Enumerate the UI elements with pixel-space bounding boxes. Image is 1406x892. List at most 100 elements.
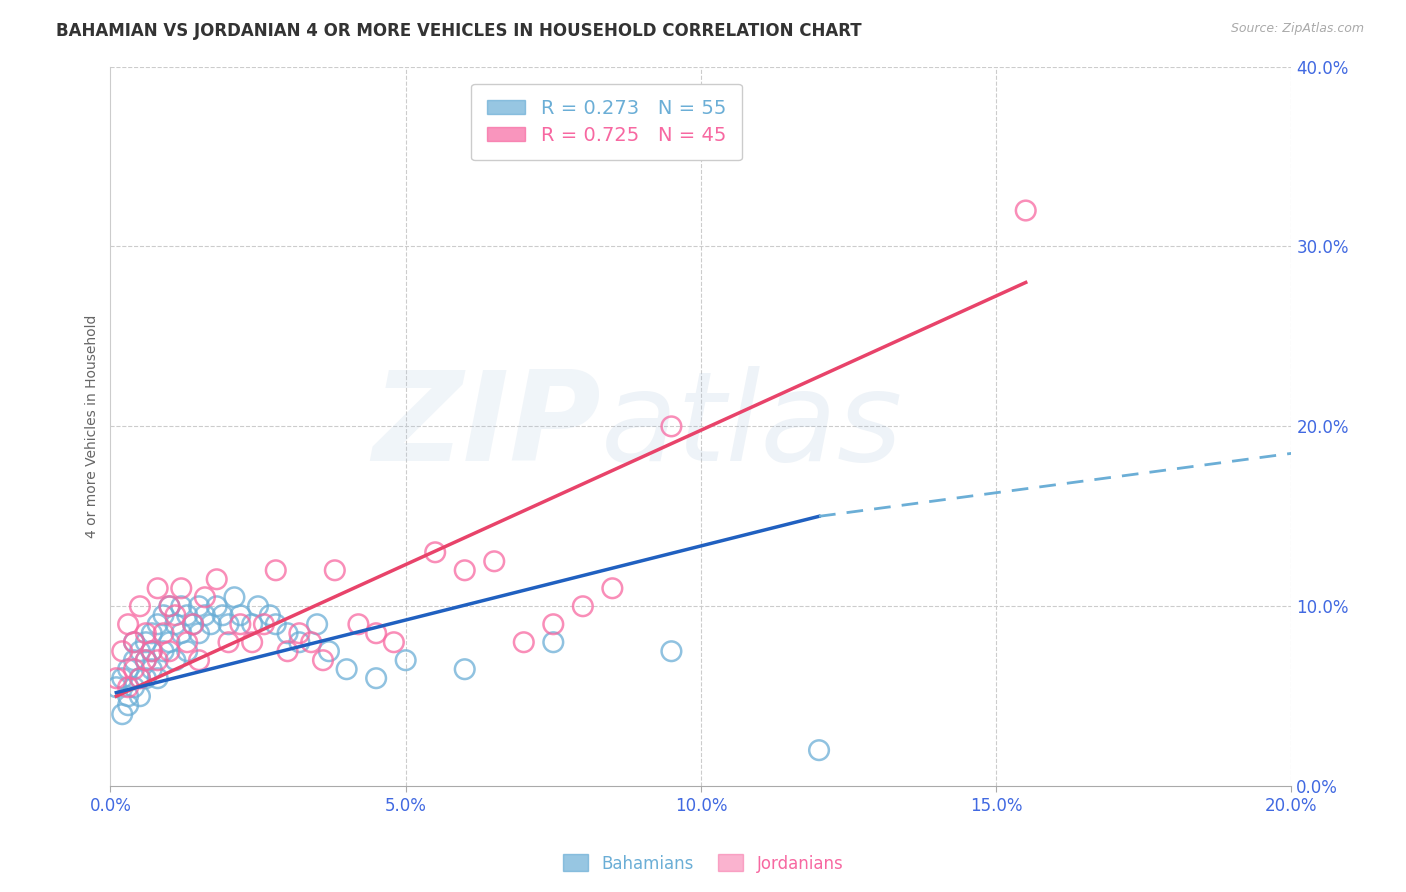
Point <box>111 671 134 685</box>
Point <box>146 671 169 685</box>
Text: Source: ZipAtlas.com: Source: ZipAtlas.com <box>1230 22 1364 36</box>
Point <box>165 608 187 623</box>
Point <box>122 653 145 667</box>
Point <box>205 599 228 614</box>
Point <box>229 608 252 623</box>
Point <box>117 662 139 676</box>
Point <box>288 635 311 649</box>
Point <box>336 662 359 676</box>
Point <box>135 626 157 640</box>
Point <box>194 591 217 605</box>
Point <box>299 635 322 649</box>
Point <box>218 617 240 632</box>
Point <box>165 653 187 667</box>
Point <box>288 626 311 640</box>
Point <box>366 671 388 685</box>
Point <box>1015 203 1038 218</box>
Point <box>382 635 405 649</box>
Point <box>117 617 139 632</box>
Point <box>122 680 145 694</box>
Point <box>122 662 145 676</box>
Point <box>105 671 128 685</box>
Point <box>135 653 157 667</box>
Point <box>661 419 683 434</box>
Point <box>188 653 211 667</box>
Point <box>513 635 536 649</box>
Text: atlas: atlas <box>600 366 903 487</box>
Point <box>152 626 174 640</box>
Point <box>129 644 152 658</box>
Point <box>602 581 624 595</box>
Point <box>135 671 157 685</box>
Point <box>117 689 139 703</box>
Point <box>543 617 565 632</box>
Point <box>264 617 287 632</box>
Point <box>572 599 595 614</box>
Point <box>454 563 477 577</box>
Point <box>264 563 287 577</box>
Point <box>176 608 198 623</box>
Point <box>105 680 128 694</box>
Point <box>395 653 418 667</box>
Point <box>240 635 263 649</box>
Point <box>129 599 152 614</box>
Text: BAHAMIAN VS JORDANIAN 4 OR MORE VEHICLES IN HOUSEHOLD CORRELATION CHART: BAHAMIAN VS JORDANIAN 4 OR MORE VEHICLES… <box>56 22 862 40</box>
Point <box>159 599 181 614</box>
Point <box>170 581 193 595</box>
Point <box>181 617 204 632</box>
Point <box>188 599 211 614</box>
Point <box>135 653 157 667</box>
Point <box>129 671 152 685</box>
Point <box>543 635 565 649</box>
Point <box>205 572 228 586</box>
Point <box>146 653 169 667</box>
Point <box>135 635 157 649</box>
Point <box>111 707 134 722</box>
Point <box>224 591 246 605</box>
Point <box>277 626 299 640</box>
Point <box>117 698 139 713</box>
Point <box>159 635 181 649</box>
Point <box>129 671 152 685</box>
Point <box>277 644 299 658</box>
Point <box>122 635 145 649</box>
Point <box>146 581 169 595</box>
Point <box>211 608 233 623</box>
Point <box>218 635 240 649</box>
Point <box>141 626 163 640</box>
Point <box>159 644 181 658</box>
Point <box>141 644 163 658</box>
Point <box>425 545 447 559</box>
Point <box>152 608 174 623</box>
Point <box>152 644 174 658</box>
Point <box>122 635 145 649</box>
Point <box>129 689 152 703</box>
Point <box>247 599 270 614</box>
Point <box>323 563 346 577</box>
Y-axis label: 4 or more Vehicles in Household: 4 or more Vehicles in Household <box>86 315 100 538</box>
Point <box>111 644 134 658</box>
Point <box>176 644 198 658</box>
Point <box>253 617 276 632</box>
Point <box>240 617 263 632</box>
Legend: R = 0.273   N = 55, R = 0.725   N = 45: R = 0.273 N = 55, R = 0.725 N = 45 <box>471 84 742 161</box>
Point <box>259 608 281 623</box>
Point <box>181 617 204 632</box>
Point <box>808 743 831 757</box>
Point <box>307 617 329 632</box>
Point <box>141 644 163 658</box>
Legend: Bahamians, Jordanians: Bahamians, Jordanians <box>555 847 851 880</box>
Point <box>141 662 163 676</box>
Point <box>661 644 683 658</box>
Point <box>312 653 335 667</box>
Point <box>170 599 193 614</box>
Text: ZIP: ZIP <box>371 366 600 487</box>
Point <box>229 617 252 632</box>
Point <box>194 608 217 623</box>
Point <box>484 554 506 568</box>
Point <box>117 680 139 694</box>
Point <box>188 626 211 640</box>
Point <box>176 635 198 649</box>
Point <box>170 626 193 640</box>
Point <box>318 644 340 658</box>
